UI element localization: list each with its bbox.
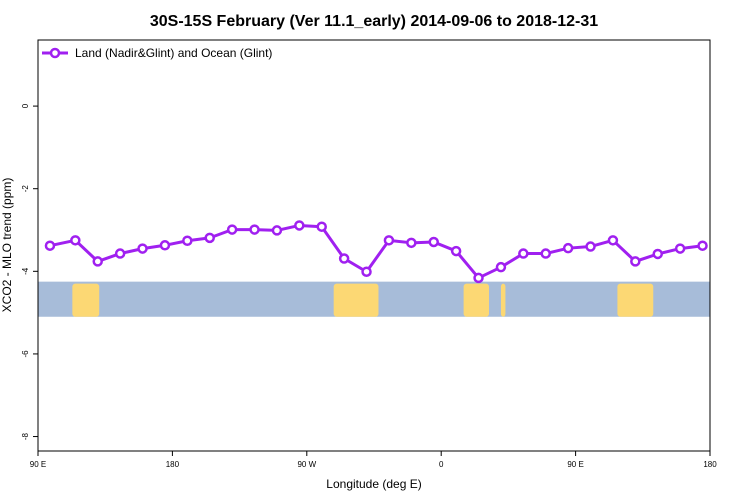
background-map (38, 281, 710, 317)
y-axis-label: XCO2 - MLO trend (ppm) (0, 178, 14, 313)
data-point (182, 235, 193, 246)
data-point (249, 224, 260, 235)
y-axis: 0 -2 -4 -6 -8 (21, 103, 38, 440)
x-tick-label: 180 (703, 460, 717, 469)
x-tick-label: 90 E (30, 460, 46, 469)
series-line (49, 223, 703, 280)
legend: Land (Nadir&Glint) and Ocean (Glint) (42, 46, 272, 60)
data-point (92, 256, 103, 267)
series-layer (44, 220, 708, 284)
data-point (585, 241, 596, 252)
data-point (674, 243, 686, 254)
data-point (428, 236, 439, 248)
data-point (652, 248, 663, 260)
legend-marker (49, 47, 61, 59)
data-point (294, 220, 305, 231)
land-patch (333, 283, 379, 317)
data-point (630, 256, 641, 267)
land-patch (500, 283, 506, 317)
data-point (338, 253, 350, 264)
data-point (114, 248, 126, 259)
data-point (70, 235, 81, 246)
x-tick-label: 180 (166, 460, 180, 469)
land-patch (617, 283, 654, 317)
data-point (204, 232, 215, 244)
plot-frame (37, 39, 711, 452)
data-point (383, 235, 395, 246)
data-point (137, 243, 148, 254)
x-tick-label: 90 W (297, 460, 316, 469)
data-point (316, 221, 327, 232)
data-point (226, 224, 238, 235)
y-tick-label: -8 (21, 432, 30, 440)
legend-label: Land (Nadir&Glint) and Ocean (Glint) (75, 46, 272, 60)
data-point (697, 240, 708, 251)
y-tick-label: -2 (21, 185, 30, 193)
data-point (361, 266, 372, 277)
data-point (518, 248, 529, 259)
data-point (159, 240, 171, 251)
land-patch (463, 283, 489, 317)
data-point (607, 235, 619, 246)
y-tick-label: -6 (21, 350, 30, 358)
y-tick-label: -4 (21, 267, 30, 275)
chart-title: 30S-15S February (Ver 11.1_early) 2014-0… (150, 13, 598, 30)
x-tick-label: 90 E (567, 460, 583, 469)
data-point (473, 272, 484, 284)
data-point (450, 245, 462, 257)
x-axis: 90 E 180 90 W 0 90 E 180 (30, 451, 717, 469)
data-point (406, 237, 417, 249)
data-point (495, 261, 507, 273)
data-point (44, 240, 56, 251)
x-tick-label: 0 (439, 460, 444, 469)
y-tick-label: 0 (21, 103, 30, 108)
land-patch (72, 283, 100, 317)
data-point (562, 242, 574, 254)
x-axis-label: Longitude (deg E) (326, 477, 421, 491)
data-point (540, 248, 551, 259)
data-point (271, 225, 283, 236)
